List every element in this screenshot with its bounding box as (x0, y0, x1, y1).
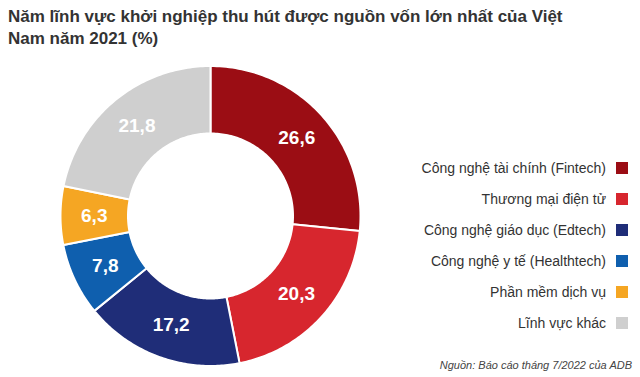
svg-text:6,3: 6,3 (81, 205, 107, 226)
html-text:Công nghệ giáo dục (Edtech): Công nghệ giáo dục (Edtech) (423, 221, 606, 238)
html-text:Nguồn: Báo cáo tháng 7/2022 củ: Nguồn: Báo cáo tháng 7/2022 của ADB (439, 359, 632, 371)
html-text:Thương mại điện tử: Thương mại điện tử (481, 190, 606, 207)
svg-text:7,8: 7,8 (92, 255, 118, 276)
svg-text:20,3: 20,3 (278, 283, 315, 304)
svg-text:26,6: 26,6 (278, 127, 315, 148)
html-text:Năm lĩnh vực khởi nghiệp thu h: Năm lĩnh vực khởi nghiệp thu hút được ng… (8, 7, 563, 48)
html-text:Phần mềm dịch vụ: Phần mềm dịch vụ (490, 283, 606, 300)
svg-text:17,2: 17,2 (153, 314, 190, 335)
svg-text:21,8: 21,8 (118, 115, 155, 136)
html-text:Công nghệ y tế (Healthtech): Công nghệ y tế (Healthtech) (430, 252, 606, 269)
html-text:Lĩnh vực khác: Lĩnh vực khác (518, 314, 606, 331)
html-text:Công nghệ tài chính (Fintech): Công nghệ tài chính (Fintech) (421, 159, 606, 176)
